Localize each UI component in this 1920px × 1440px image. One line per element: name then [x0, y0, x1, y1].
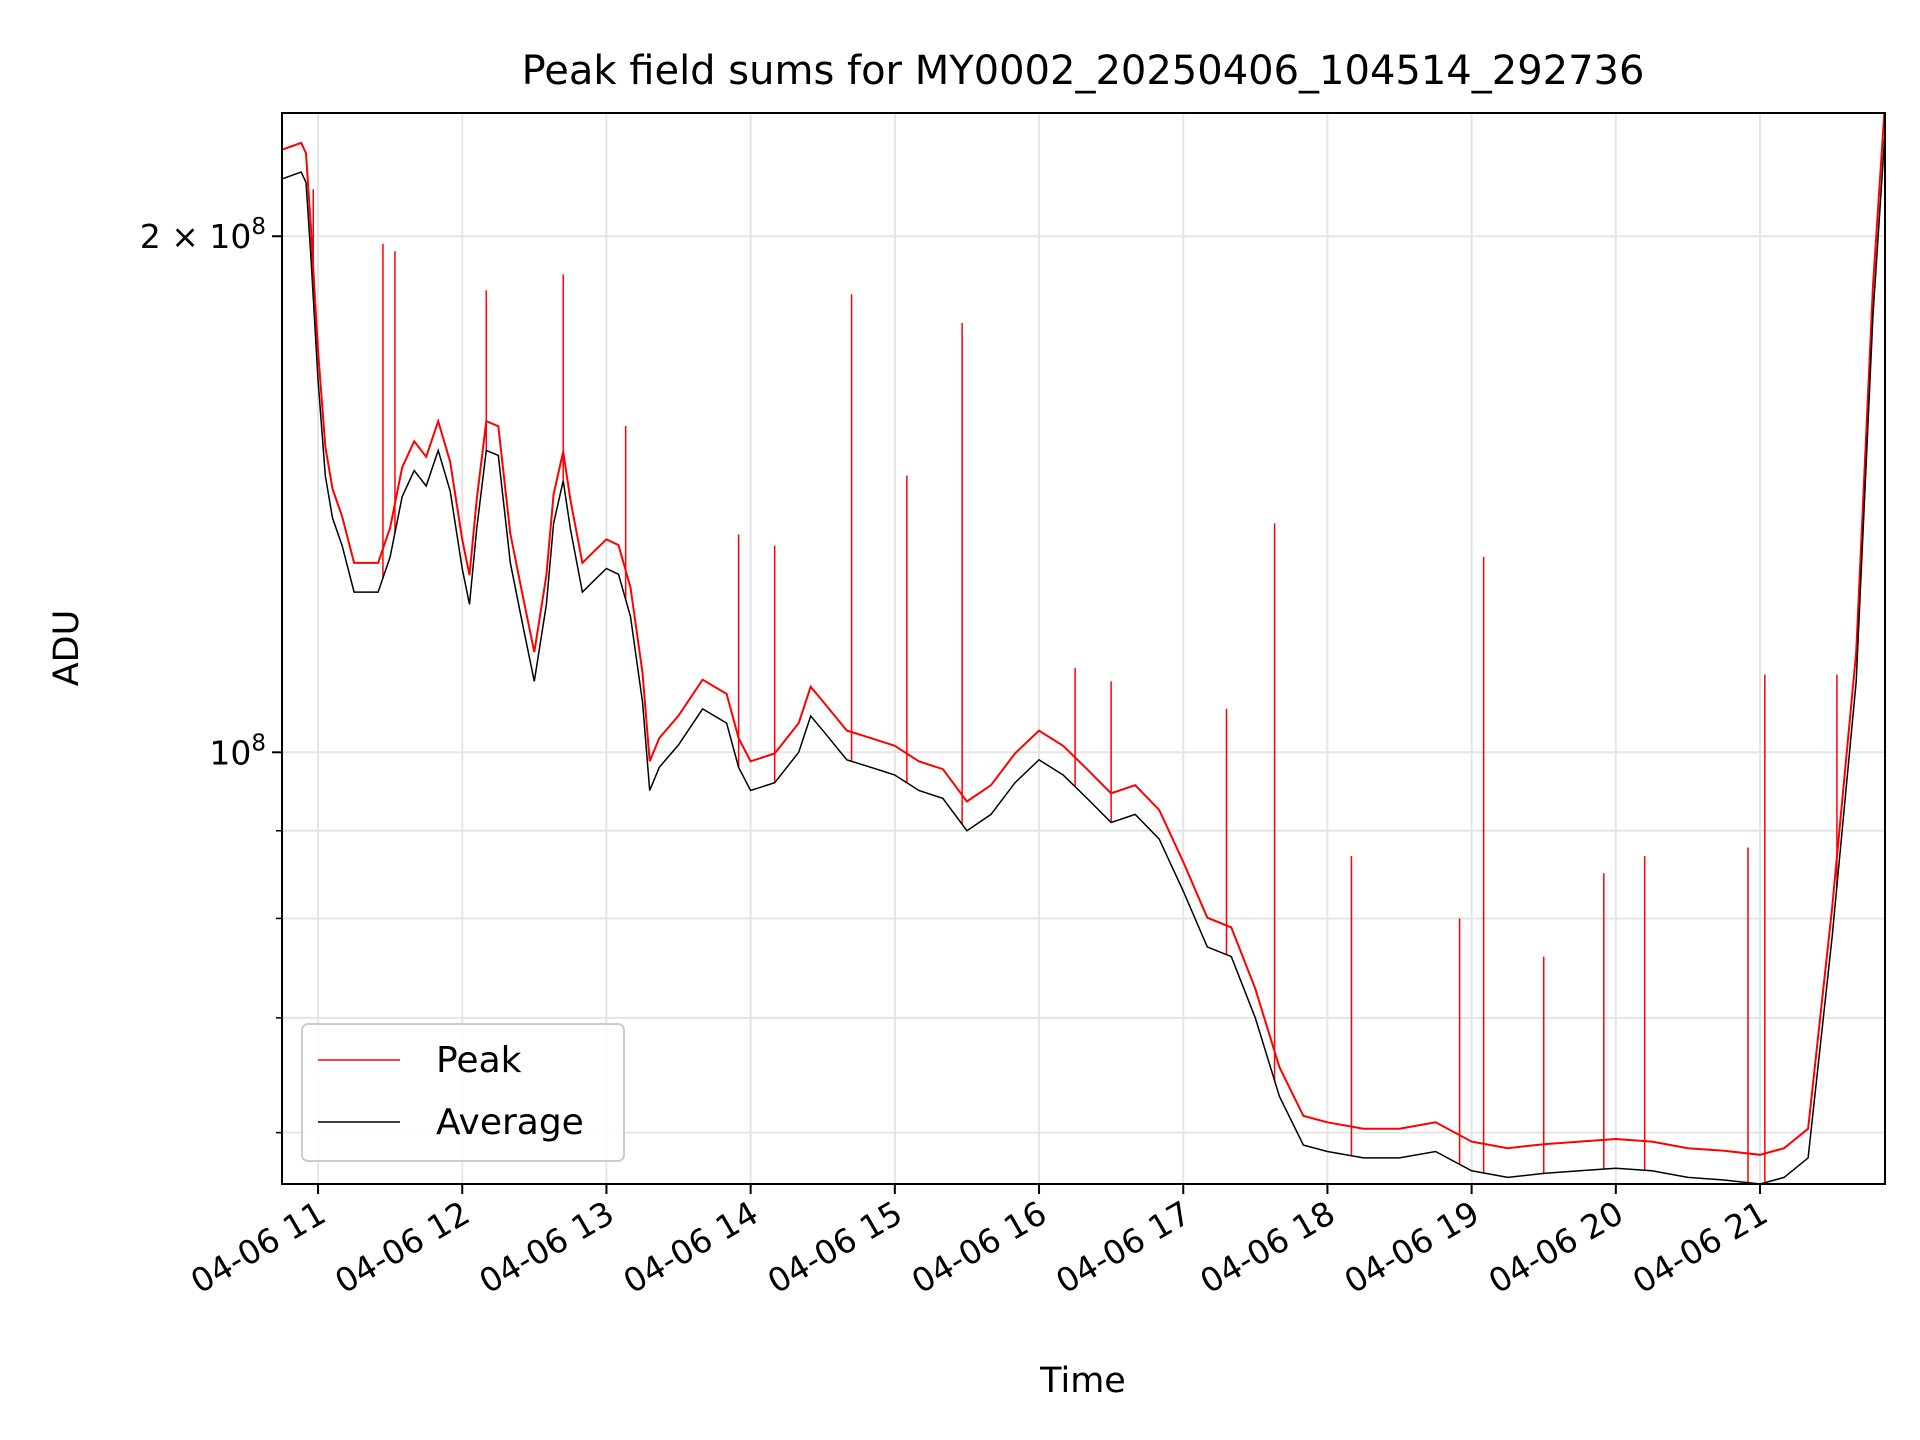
y-axis: 108 2 × 108 — [140, 214, 282, 1134]
chart-title: Peak field sums for MY0002_20250406_1045… — [522, 48, 1645, 94]
x-axis-label: Time — [1039, 1361, 1126, 1401]
plot-lines — [282, 113, 1885, 1184]
average-series-line — [282, 132, 1885, 1184]
legend-box — [301, 1023, 625, 1162]
y-tick-label: 108 — [209, 730, 266, 772]
legend-label-average: Average — [436, 1102, 584, 1143]
grid — [282, 113, 1885, 1184]
y-tick-label: 2 × 108 — [140, 214, 266, 256]
y-axis-label: ADU — [47, 610, 87, 687]
plot-frame — [281, 112, 1886, 1185]
legend-label-peak: Peak — [436, 1040, 522, 1081]
legend: Peak Average — [301, 1023, 625, 1162]
